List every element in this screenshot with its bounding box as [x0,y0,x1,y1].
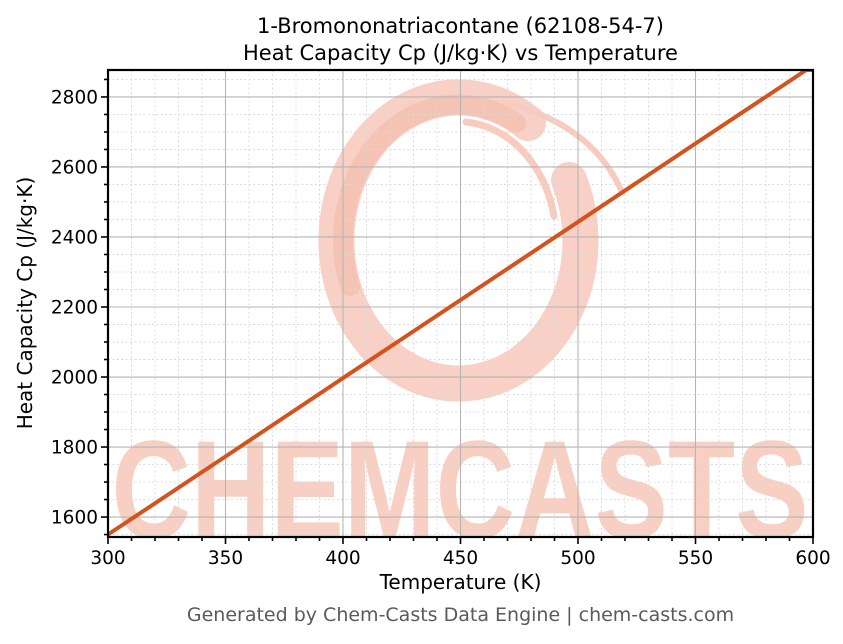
tick-labels: 300 350 400 450 500 550 600 1600 1800 2000 2200 240… [51,87,831,569]
y-axis-label: Heat Capacity Cp (J/kg·K) [13,176,37,430]
x-tick-label: 450 [443,548,478,569]
cp-vs-temperature-line [108,70,813,537]
y-tick-label: 1600 [51,508,98,529]
y-tick-label: 1800 [51,438,98,459]
y-tick-label: 2600 [51,157,98,178]
chart-title: 1-Bromononatriacontane (62108-54-7) Heat… [108,13,813,67]
brush-inner-arc-icon [462,118,558,220]
x-tick-label: 500 [560,548,595,569]
y-tick-label: 2200 [51,298,98,319]
x-tick-label: 400 [325,548,360,569]
x-tick-label: 300 [90,548,125,569]
y-tick-label: 2800 [51,87,98,108]
x-tick-label: 600 [795,548,830,569]
gridlines [107,70,814,537]
x-tick-label: 350 [208,548,243,569]
chart-title-line1: 1-Bromononatriacontane (62108-54-7) [257,14,664,38]
y-tick-label: 2000 [51,368,98,389]
chart-title-line2: Heat Capacity Cp (J/kg·K) vs Temperature [243,41,678,65]
x-axis-label: Temperature (K) [379,570,542,594]
plot-border [106,68,815,539]
footer-credit: Generated by Chem-Casts Data Engine | ch… [186,604,735,626]
y-tick-label: 2400 [51,227,98,248]
x-tick-label: 550 [678,548,713,569]
